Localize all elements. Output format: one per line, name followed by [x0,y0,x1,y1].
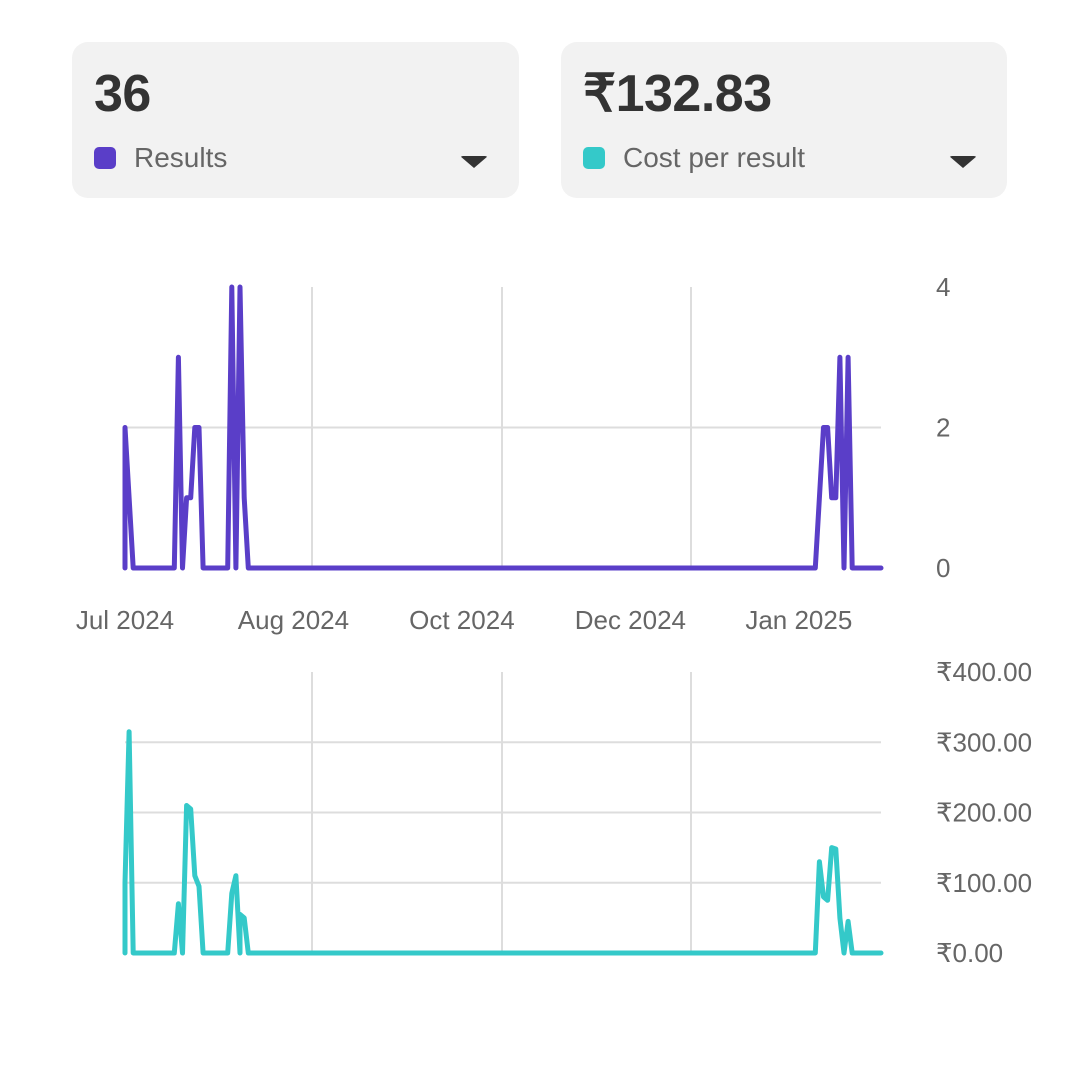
y-tick-label: ₹0.00 [936,938,1003,968]
results-value: 36 [94,65,151,123]
cost-per-result-swatch [583,147,605,169]
chevron-down-icon[interactable] [460,156,488,168]
x-tick-label: Oct 2024 [409,605,515,635]
results-swatch [94,147,116,169]
y-tick-label: 4 [936,272,950,302]
y-tick-label: ₹300.00 [936,727,1032,757]
y-tick-label: 0 [936,553,950,583]
series-line [122,284,884,571]
y-tick-label: ₹200.00 [936,798,1032,828]
y-tick-label: ₹100.00 [936,868,1032,898]
results-metric-card[interactable]: 36 Results [72,42,519,198]
cost-per-result-label: Cost per result [623,142,806,173]
chevron-down-icon[interactable] [949,156,977,168]
results-label: Results [134,142,228,173]
x-tick-label: Jul 2024 [76,605,174,635]
x-tick-label: Aug 2024 [238,605,349,635]
cost-per-result-metric-card[interactable]: ₹132.83 Cost per result [561,42,1007,198]
x-tick-label: Dec 2024 [575,605,686,635]
series-line [122,729,884,956]
x-tick-label: Jan 2025 [745,605,852,635]
y-tick-label: 2 [936,413,950,443]
cost-per-result-legend: Cost per result [583,142,805,174]
y-tick-label: ₹400.00 [936,657,1032,687]
cost-per-result-value: ₹132.83 [583,65,772,123]
results-legend: Results [94,142,227,174]
